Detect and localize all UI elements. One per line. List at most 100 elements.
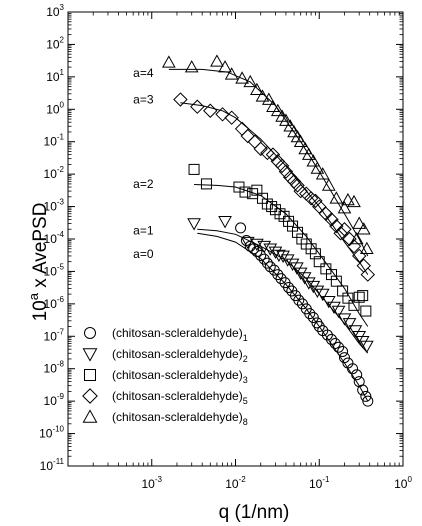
data-point	[352, 216, 367, 229]
data-point	[224, 67, 239, 80]
data-point	[324, 212, 339, 227]
data-point	[337, 313, 352, 326]
data-point	[239, 186, 251, 198]
data-point	[337, 345, 349, 357]
data-point	[293, 267, 308, 280]
y-tick-label: 10-5	[44, 262, 65, 278]
legend-label: (chitosan-scleraldehyde)8	[112, 410, 248, 427]
y-tick-label: 10-8	[44, 360, 65, 376]
data-point	[278, 164, 294, 179]
y-axis-label: 10a x AvePSD	[26, 203, 51, 322]
data-point	[283, 119, 298, 132]
svg-text:10a x AvePSD: 10a x AvePSD	[26, 203, 51, 322]
annotations: a=4 a=3 a=2 a=1 a=0	[133, 66, 154, 261]
data-point	[272, 269, 284, 281]
data-point	[337, 222, 352, 237]
data-point	[355, 336, 370, 349]
data-point	[330, 275, 342, 287]
data-point	[255, 89, 270, 102]
data-point	[253, 141, 268, 157]
data-point	[265, 147, 281, 162]
data-point	[310, 285, 325, 298]
annotation-label: a=2	[133, 177, 154, 191]
data-point	[321, 178, 336, 191]
data-point	[333, 226, 348, 241]
y-axis-label-base: 10	[30, 300, 51, 321]
series-8	[161, 54, 374, 255]
y-tick-label: 10-2	[44, 165, 65, 181]
data-point	[290, 178, 305, 193]
annotation-label: a=4	[133, 66, 154, 80]
y-tick-label: 10-3	[44, 198, 65, 214]
fit-line-3	[194, 184, 369, 327]
data-point	[313, 321, 325, 333]
data-point	[329, 337, 341, 349]
legend-marker	[82, 388, 98, 404]
data-point	[285, 258, 300, 271]
data-point	[260, 145, 275, 161]
data-point	[337, 201, 352, 214]
data-point	[190, 99, 205, 114]
data-point	[264, 261, 276, 273]
legend-marker	[84, 369, 96, 381]
data-point	[263, 243, 278, 256]
data-point	[342, 231, 357, 247]
data-point	[325, 333, 337, 345]
legend-marker	[84, 327, 96, 339]
y-tick-label: 10-1	[44, 133, 65, 149]
data-point	[359, 340, 374, 354]
data-point	[203, 103, 218, 118]
annotation-label: a=1	[133, 224, 154, 238]
data-point	[313, 256, 325, 268]
data-point	[251, 246, 263, 258]
data-point	[349, 231, 364, 245]
data-point	[250, 82, 264, 96]
data-point	[235, 222, 247, 234]
data-point	[275, 273, 287, 285]
y-tick-label: 10-9	[44, 392, 65, 408]
data-point	[362, 395, 374, 407]
data-point	[274, 208, 286, 220]
series-2	[187, 216, 374, 354]
data-point	[218, 60, 232, 73]
y-tick-label: 10-10	[39, 425, 64, 441]
data-point	[301, 277, 316, 290]
series-5	[173, 92, 376, 282]
data-point	[292, 226, 304, 238]
legend-label: (chitosan-scleraldehyde)2	[112, 347, 248, 364]
data-point	[356, 222, 371, 235]
data-point	[187, 218, 201, 231]
y-tick-label: 10-6	[44, 295, 65, 311]
data-point	[312, 199, 327, 214]
y-tick-label: 10-7	[44, 327, 65, 343]
data-point	[266, 201, 278, 213]
data-point	[251, 184, 263, 196]
legend: (chitosan-scleraldehyde)1 (chitosan-scler…	[82, 326, 248, 427]
legend-label: (chitosan-scleraldehyde)3	[112, 368, 248, 385]
data-point	[210, 54, 224, 67]
data-point	[188, 163, 200, 175]
data-point	[315, 167, 330, 180]
series-1	[235, 222, 374, 407]
data-point	[161, 55, 176, 68]
annotation-label: a=0	[133, 247, 154, 261]
data-point	[298, 141, 313, 155]
y-tick-label: 101	[46, 68, 64, 84]
data-point	[307, 311, 319, 323]
data-point	[279, 113, 293, 126]
data-point	[351, 369, 363, 381]
legend-marker	[82, 348, 98, 362]
y-tick-label: 103	[46, 3, 64, 19]
data-point	[360, 305, 372, 317]
data-point	[306, 280, 321, 294]
data-point	[308, 193, 323, 209]
data-point	[235, 71, 249, 84]
data-point	[215, 107, 230, 122]
data-point	[357, 290, 369, 302]
data-point	[224, 110, 239, 125]
data-point	[327, 301, 341, 315]
data-point	[243, 74, 258, 88]
y-axis-label-rest: x AvePSD	[30, 203, 51, 293]
data-points	[161, 54, 376, 407]
